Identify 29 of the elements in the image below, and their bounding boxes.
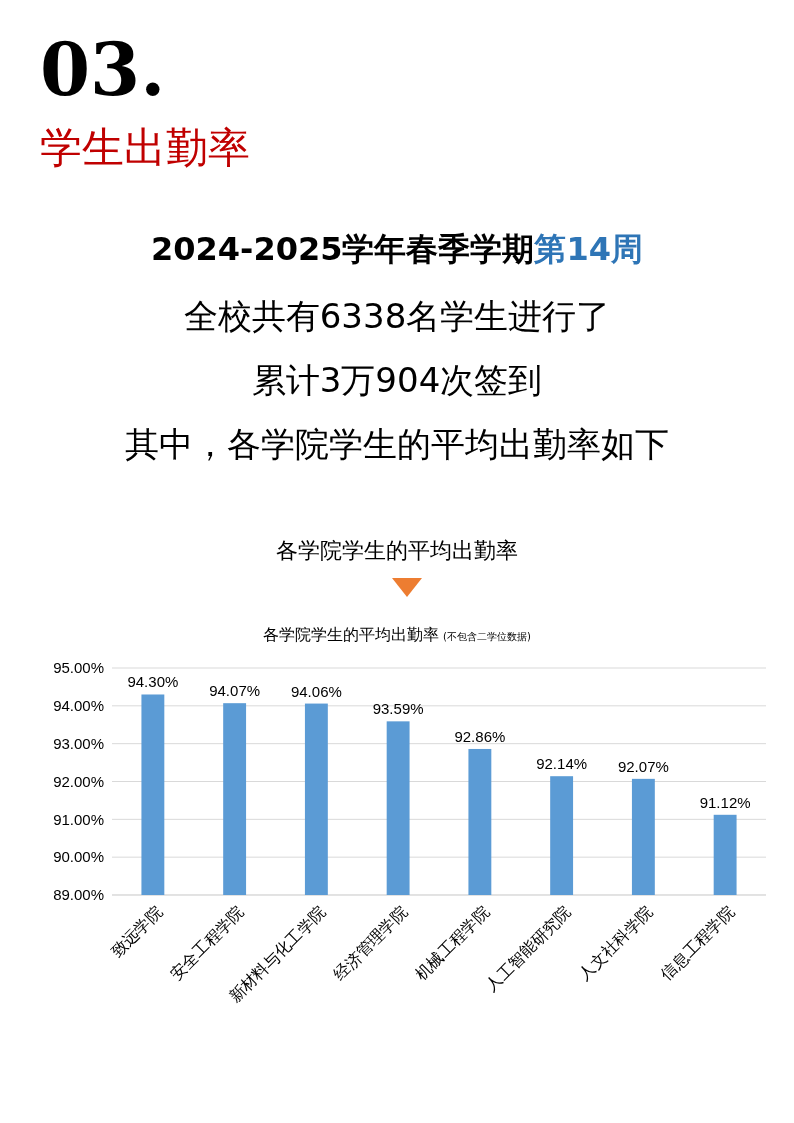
data-label: 94.07% [209,682,261,700]
y-tick-label: 94.00% [53,697,104,715]
data-label: 94.30% [127,673,179,691]
chart-subtitle: (不包含二学位数据) [443,631,531,642]
text: 第14周 [533,230,643,268]
text: 全校共有6338名学生进行了 [183,296,611,336]
data-label: 93.59% [372,700,424,718]
x-tick-label: 致远学院 [107,903,165,961]
text: 学生出勤率 [40,123,250,172]
data-label: 91.12% [699,793,751,811]
chart-title: 各学院学生的平均出勤率 [263,625,440,644]
y-tick-label: 93.00% [53,734,104,752]
text: 2024-2025学年春季学期 [151,230,535,268]
y-tick-label: 91.00% [53,810,104,828]
text: 03. [40,27,166,112]
y-tick-label: 95.00% [53,659,104,677]
data-label: 92.14% [536,755,588,773]
data-label: 94.06% [290,682,342,700]
y-tick-label: 90.00% [53,848,104,866]
x-tick-label: 经济管理学院 [330,903,411,983]
y-tick-label: 89.00% [53,886,104,904]
x-tick-label: 人文社科学院 [575,903,656,983]
y-tick-label: 92.00% [53,772,104,790]
data-label: 92.86% [454,727,506,745]
text: 各学院学生的平均出勤率 [276,538,518,563]
text: 其中，各学院学生的平均出勤率如下 [125,424,669,464]
x-tick-label: 信息工程学院 [657,903,738,983]
text: 累计3万904次签到 [251,360,543,400]
data-label: 92.07% [617,757,669,775]
